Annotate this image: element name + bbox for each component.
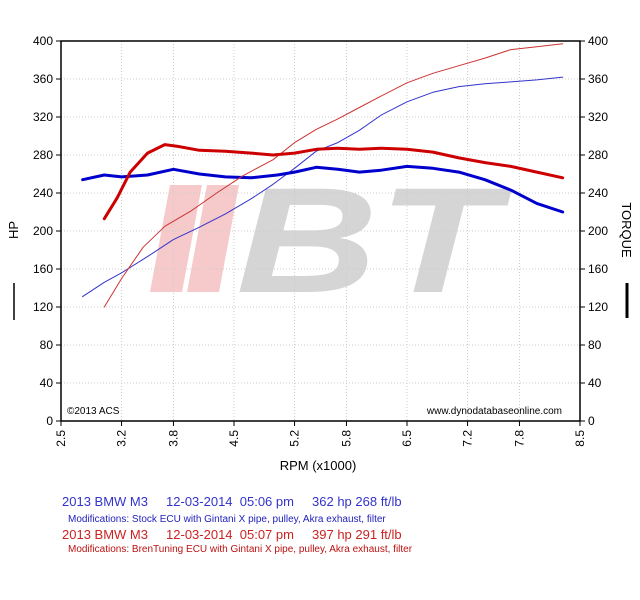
y-left-tick-label: 160 (33, 262, 53, 276)
y-axis-left: 0 40 80 120 160 200 240 280 320 360 400 (33, 34, 61, 428)
y-left-tick-label: 120 (33, 300, 53, 314)
y-right-tick-label: 280 (588, 148, 608, 162)
website-label: www.dynodatabaseonline.com (426, 406, 562, 417)
y-left-tick-label: 0 (46, 414, 53, 428)
legend-run-1-mods: Modifications: Stock ECU with Gintani X … (68, 514, 386, 525)
x-tick-label: 4.5 (227, 430, 241, 447)
legend-run-2-title: 2013 BMW M3 12-03-2014 05:07 pm 397 hp 2… (62, 527, 402, 542)
x-tick-label: 3.2 (115, 430, 129, 447)
y-left-tick-label: 240 (33, 186, 53, 200)
y-axis-right: 0 40 80 120 160 200 240 280 320 360 400 (580, 34, 608, 428)
x-tick-label: 7.8 (512, 430, 526, 447)
x-tick-label: 2.5 (54, 430, 68, 447)
x-tick-label: 5.8 (339, 430, 353, 447)
x-tick-label: 3.8 (166, 430, 180, 447)
x-axis-title: RPM (x1000) (280, 458, 357, 473)
y-right-tick-label: 120 (588, 300, 608, 314)
legend-run-1-title: 2013 BMW M3 12-03-2014 05:06 pm 362 hp 2… (62, 494, 402, 509)
y-right-tick-label: 240 (588, 186, 608, 200)
x-tick-label: 6.5 (400, 430, 414, 447)
y-axis-right-title: TORQUE (619, 202, 634, 258)
y-left-tick-label: 360 (33, 72, 53, 86)
y-right-tick-label: 160 (588, 262, 608, 276)
series-line-3-hp (103, 43, 564, 308)
y-left-tick-label: 400 (33, 34, 53, 48)
x-tick-label: 8.5 (573, 430, 587, 447)
x-tick-label: 5.2 (288, 430, 302, 447)
y-right-tick-label: 40 (588, 376, 602, 390)
y-right-tick-label: 320 (588, 110, 608, 124)
y-right-tick-label: 400 (588, 34, 608, 48)
x-tick-label: 7.2 (461, 430, 475, 447)
y-right-tick-label: 200 (588, 224, 608, 238)
y-axis-left-title: HP (6, 221, 21, 239)
copyright-label: ©2013 ACS (67, 406, 120, 417)
series-line-2-torque (81, 164, 565, 214)
y-left-tick-label: 80 (40, 338, 54, 352)
watermark-slash-2 (187, 185, 239, 292)
y-left-tick-label: 200 (33, 224, 53, 238)
watermark-text: BT (236, 156, 513, 324)
y-right-tick-label: 360 (588, 72, 608, 86)
x-axis: 2.5 3.2 3.8 4.5 5.2 5.8 6.5 7.2 7.8 8.5 (54, 421, 587, 447)
series-line-1-hp (82, 76, 564, 298)
y-left-tick-label: 320 (33, 110, 53, 124)
series-group (81, 43, 565, 308)
y-right-tick-label: 0 (588, 414, 595, 428)
y-left-tick-label: 280 (33, 148, 53, 162)
y-right-tick-label: 80 (588, 338, 602, 352)
y-left-tick-label: 40 (40, 376, 54, 390)
series-line-4-torque (102, 143, 565, 221)
legend-run-2-mods: Modifications: BrenTuning ECU with Ginta… (68, 544, 413, 555)
